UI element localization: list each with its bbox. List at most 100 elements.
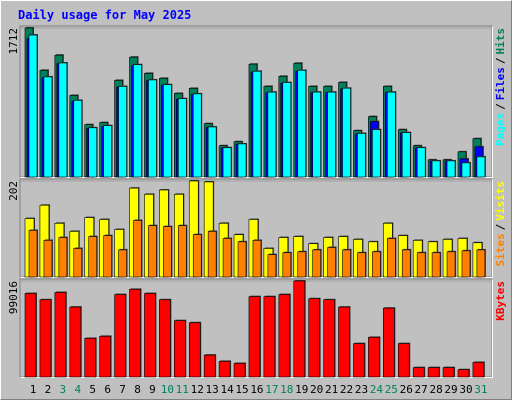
y-tick-label: 202: [7, 181, 20, 201]
bar: [267, 91, 277, 178]
bar: [129, 289, 141, 378]
bar: [192, 234, 202, 278]
x-tick-label: 9: [149, 383, 156, 396]
bar: [133, 220, 142, 278]
x-tick-label: 24: [370, 383, 384, 396]
x-tick-label: 4: [74, 383, 81, 396]
bar: [387, 91, 396, 178]
bar: [338, 306, 350, 378]
bar: [312, 249, 321, 278]
bar: [69, 306, 82, 378]
bar: [461, 250, 471, 278]
panel-edge: [20, 26, 493, 178]
bar: [24, 293, 37, 378]
legend-entry: Files: [494, 67, 507, 100]
x-tick-label: 3: [60, 383, 67, 396]
bar: [353, 343, 365, 378]
panel-edge: [20, 179, 493, 278]
x-tick-label: 5: [89, 383, 96, 396]
x-tick-label: 22: [340, 383, 353, 396]
bar: [401, 249, 411, 278]
legend: KBytes: [494, 281, 507, 321]
x-tick-label: 30: [459, 383, 472, 396]
bar: [308, 298, 320, 378]
x-tick-label: 15: [235, 383, 248, 396]
bar: [163, 84, 172, 178]
bar: [312, 91, 321, 178]
x-tick-label: 18: [280, 383, 293, 396]
y-tick-label: 1712: [7, 28, 20, 55]
bar: [357, 133, 366, 178]
bar: [39, 299, 52, 378]
x-tick-label: 7: [119, 383, 126, 396]
bar: [342, 87, 351, 178]
bar: [282, 252, 292, 278]
bar: [233, 363, 246, 378]
x-tick-label: 31: [474, 383, 487, 396]
bar: [103, 125, 112, 178]
bar: [237, 241, 247, 278]
bar: [192, 93, 202, 178]
bar: [58, 62, 68, 178]
bar: [416, 252, 426, 278]
bar: [416, 147, 426, 178]
bar: [207, 126, 217, 178]
bar: [28, 230, 38, 278]
bar: [99, 336, 111, 378]
bar: [73, 100, 83, 178]
bar: [43, 76, 53, 178]
bar: [203, 354, 216, 378]
x-tick-label: 8: [134, 383, 141, 396]
bar: [397, 343, 410, 378]
x-tick-label: 23: [355, 383, 368, 396]
bar: [118, 86, 127, 178]
bar: [412, 367, 425, 378]
bar: [252, 240, 262, 278]
x-tick-label: 13: [206, 383, 219, 396]
bar: [431, 252, 441, 278]
bar: [327, 91, 336, 178]
bar: [84, 338, 97, 378]
x-tick-label: 27: [415, 383, 428, 396]
bar: [163, 226, 172, 278]
x-tick-label: 17: [265, 383, 278, 396]
bar: [263, 296, 276, 378]
x-tick-label: 2: [45, 383, 52, 396]
bar: [178, 98, 187, 178]
x-tick-label: 29: [444, 383, 457, 396]
legend-entry: Pages: [494, 113, 507, 146]
bar: [323, 299, 335, 378]
bar: [472, 362, 485, 378]
legend-separator: /: [494, 57, 507, 64]
bar: [457, 369, 470, 378]
x-tick-label: 26: [400, 383, 413, 396]
bar: [118, 249, 127, 278]
x-tick-label: 6: [104, 383, 111, 396]
bar: [174, 320, 186, 378]
bar: [297, 251, 307, 278]
bar: [237, 143, 247, 178]
bar: [207, 231, 217, 278]
bar: [401, 132, 411, 178]
bar: [144, 293, 156, 378]
x-tick-label: 25: [385, 383, 398, 396]
bar: [222, 238, 232, 278]
legend-entry: Hits: [494, 28, 507, 55]
bar: [297, 70, 307, 178]
bar: [342, 249, 351, 278]
legend-separator: /: [494, 103, 507, 110]
x-tick-label: 19: [295, 383, 308, 396]
bar: [248, 296, 261, 378]
bar: [427, 367, 440, 378]
x-tick-label: 10: [161, 383, 174, 396]
bar: [103, 235, 112, 278]
y-tick-label: 99016: [7, 281, 20, 314]
bar: [88, 127, 98, 178]
bar: [442, 367, 455, 378]
bar: [476, 156, 486, 178]
legend-entry: KBytes: [494, 281, 507, 321]
legend: Sites / Visits: [494, 181, 507, 267]
bar: [222, 147, 232, 178]
